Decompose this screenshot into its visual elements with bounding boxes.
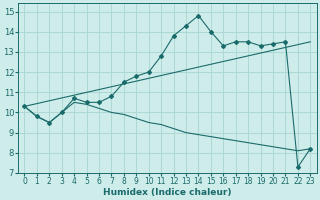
X-axis label: Humidex (Indice chaleur): Humidex (Indice chaleur) <box>103 188 232 197</box>
